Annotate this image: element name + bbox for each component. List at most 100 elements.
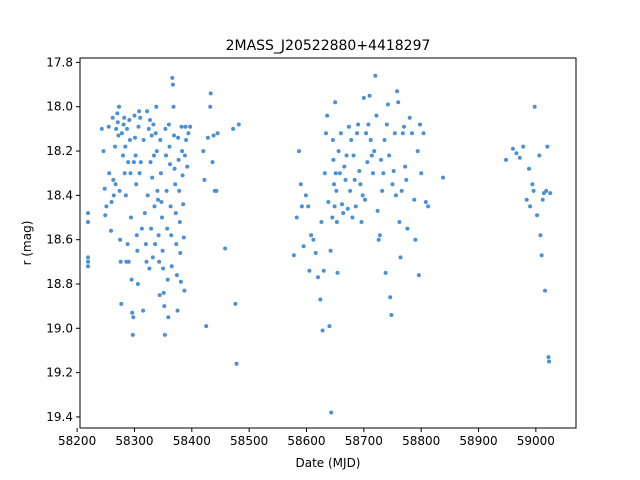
data-point — [99, 126, 104, 131]
data-point — [291, 253, 296, 258]
data-point — [407, 115, 412, 120]
data-point — [360, 193, 365, 198]
data-point — [412, 197, 417, 202]
data-point — [546, 355, 551, 360]
data-point — [173, 211, 178, 216]
data-point — [141, 138, 146, 142]
data-point — [164, 153, 168, 158]
y-tick-label: 19.0 — [46, 321, 73, 335]
data-point — [148, 118, 152, 122]
data-point — [109, 228, 113, 233]
data-point — [357, 169, 362, 173]
data-point — [131, 315, 136, 320]
x-tick-label: 58900 — [459, 434, 497, 448]
data-point — [180, 149, 185, 154]
data-point — [353, 204, 358, 209]
data-point — [521, 144, 526, 149]
y-tick-label: 17.8 — [46, 55, 73, 69]
data-point — [177, 220, 182, 224]
data-point — [153, 131, 158, 136]
data-point — [396, 100, 401, 105]
data-point — [345, 206, 350, 211]
data-point — [426, 204, 431, 209]
data-point — [135, 282, 140, 286]
data-point — [316, 275, 320, 280]
data-point — [402, 124, 406, 129]
data-point — [145, 109, 150, 114]
data-point — [152, 204, 157, 209]
data-point — [338, 131, 343, 136]
data-point — [311, 237, 316, 242]
data-point — [337, 171, 342, 176]
data-point — [334, 220, 339, 224]
data-point — [331, 157, 336, 162]
data-point — [174, 273, 179, 278]
data-point — [111, 193, 116, 198]
data-point — [137, 109, 142, 114]
data-point — [121, 153, 125, 158]
data-point — [142, 211, 147, 216]
data-point — [380, 188, 385, 193]
data-point — [172, 166, 177, 171]
data-point — [170, 82, 175, 87]
data-point — [367, 93, 372, 98]
data-point — [328, 248, 333, 253]
data-point — [392, 131, 397, 136]
data-point — [119, 131, 124, 136]
data-point — [530, 182, 535, 187]
data-point — [527, 166, 531, 171]
data-point — [395, 89, 400, 94]
data-point — [343, 177, 348, 182]
data-point — [531, 188, 536, 193]
data-point — [393, 193, 398, 198]
data-point — [122, 171, 127, 176]
data-point — [510, 146, 515, 151]
data-point — [178, 279, 183, 284]
data-point — [139, 226, 144, 231]
data-point — [104, 204, 109, 209]
data-point — [138, 160, 143, 165]
data-point — [109, 200, 114, 204]
data-point — [359, 220, 364, 224]
data-point — [397, 220, 402, 224]
data-point — [301, 244, 306, 249]
data-point — [333, 171, 338, 176]
data-point — [416, 273, 421, 278]
data-points — [86, 73, 553, 415]
data-point — [325, 113, 330, 118]
data-point — [118, 237, 123, 242]
data-point — [144, 259, 149, 264]
data-point — [156, 233, 161, 238]
data-point — [387, 153, 392, 158]
data-point — [160, 248, 165, 253]
data-point — [366, 122, 371, 127]
data-point — [375, 208, 380, 213]
data-point — [126, 160, 131, 165]
data-point — [106, 124, 111, 129]
data-point — [159, 200, 164, 204]
data-point — [355, 131, 359, 136]
data-point — [173, 182, 178, 187]
data-point — [113, 182, 118, 187]
data-point — [132, 113, 137, 118]
data-point — [121, 122, 126, 127]
data-point — [182, 153, 187, 158]
data-point — [147, 266, 152, 271]
data-point — [441, 175, 445, 180]
data-point — [336, 149, 341, 154]
data-point — [403, 164, 408, 169]
data-point — [306, 204, 311, 209]
data-point — [363, 197, 367, 202]
y-tick-label: 18.2 — [46, 144, 73, 158]
data-point — [208, 91, 213, 96]
data-point — [115, 120, 120, 125]
data-point — [150, 175, 155, 180]
y-tick-label: 19.2 — [46, 366, 73, 380]
data-point — [166, 122, 171, 127]
data-point — [136, 124, 141, 129]
x-tick-label: 58400 — [173, 434, 211, 448]
y-axis-ticks: 17.8 18.0 18.2 18.4 18.6 18.8 19.0 19.2 19.4 — [46, 55, 80, 424]
y-axis-label: r (mag) — [20, 221, 34, 266]
data-point — [371, 171, 375, 176]
data-point — [517, 155, 522, 160]
